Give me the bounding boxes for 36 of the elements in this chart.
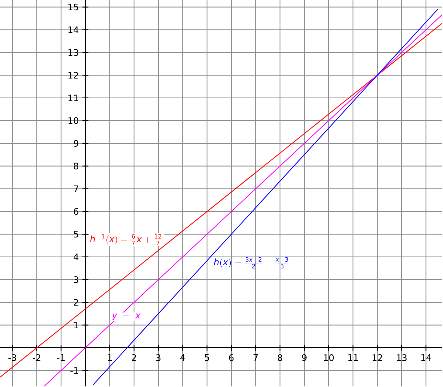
y-tick-label: 5 — [74, 231, 78, 238]
y-tick-label: 11 — [68, 94, 78, 102]
x-tick-label: 4 — [180, 354, 186, 361]
x-tick-label: 9 — [302, 354, 307, 362]
x-tick-label: -2 — [32, 354, 41, 362]
y-tick-label: 15 — [68, 4, 78, 11]
x-tick-label: 11 — [348, 354, 358, 361]
x-tick-label: -3 — [8, 354, 16, 362]
y-tick-label: 10 — [68, 117, 79, 124]
x-tick-label: 5 — [205, 354, 210, 362]
y-tick-label: 1 — [74, 322, 78, 328]
y-tick-label: 3 — [74, 276, 78, 284]
x-tick-label: 6 — [229, 354, 234, 362]
y-tick-label: 12 — [68, 72, 78, 79]
annotation: $h(x)=\frac{3x-2}{2}-\frac{x+3}{3}$ — [214, 257, 289, 269]
x-tick-label: 2 — [132, 354, 136, 362]
x-tick-label: 3 — [156, 354, 161, 362]
x-tick-label: 1 — [108, 354, 112, 361]
y-tick-label: 13 — [68, 49, 78, 56]
x-tick-label: 12 — [372, 354, 382, 362]
annotation: $h^{-1}(x)=\frac{6}{7}x+\frac{12}{7}$ — [90, 234, 162, 246]
y-tick-label: 14 — [68, 26, 79, 34]
x-tick-label: 10 — [324, 354, 334, 362]
x-tick-label: 7 — [254, 354, 258, 361]
y-tick-label: 7 — [74, 186, 78, 192]
y-tick-label: 9 — [74, 140, 79, 147]
y-tick-label: -1 — [70, 367, 78, 374]
y-tick-label: 6 — [74, 208, 79, 216]
x-tick-label: 13 — [397, 354, 407, 362]
y-tick-label: 8 — [74, 162, 79, 170]
x-tick-label: 8 — [278, 354, 282, 362]
x-tick-label: 14 — [422, 354, 432, 361]
y-tick-label: 4 — [74, 254, 79, 260]
annotation: $y\ =\ x$ — [112, 314, 141, 320]
x-tick-label: -1 — [57, 354, 65, 361]
y-tick-label: 2 — [74, 299, 78, 306]
